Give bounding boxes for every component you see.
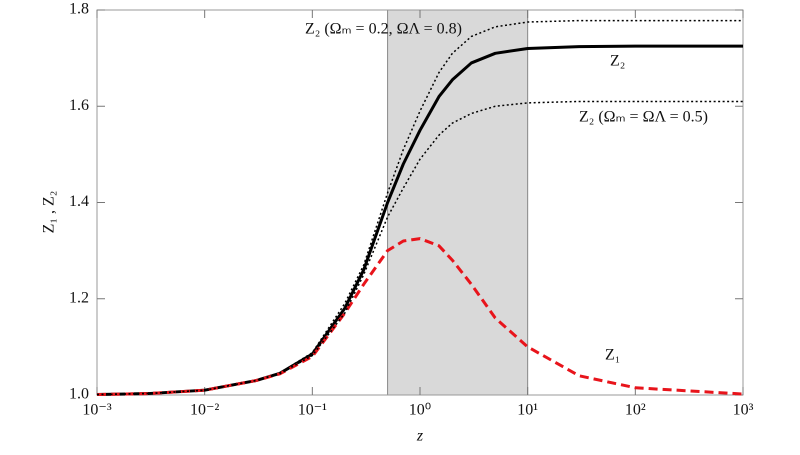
series-line (96, 19, 743, 396)
x-tick-label: 10⁻¹ (298, 402, 327, 419)
series-label: Z₁ (605, 347, 620, 364)
series-label: Z₂ (Ωₘ = 0.2, ΩΛ = 0.8) (305, 21, 462, 38)
x-tick-label: 10² (625, 402, 646, 419)
x-tick-label: 10¹ (517, 402, 538, 419)
y-tick-label: 1.2 (69, 289, 89, 306)
shaded-region (387, 9, 529, 396)
series-label: Z₂ (610, 53, 625, 70)
y-tick-label: 1.4 (69, 193, 89, 210)
y-tick-label: 1.0 (69, 386, 89, 403)
x-tick-label: 10⁻³ (82, 402, 111, 419)
x-tick-label: 10⁰ (409, 402, 431, 419)
x-tick-label: 10³ (733, 402, 754, 419)
y-tick-label: 1.8 (69, 1, 89, 18)
x-tick-label: 10⁻² (190, 402, 219, 419)
series-label: Z₂ (Ωₘ = ΩΛ = 0.5) (579, 109, 708, 126)
series-line (96, 237, 744, 397)
y-tick-label: 1.6 (69, 97, 89, 114)
y-axis-label: Z₁ , Z₂ (41, 191, 58, 234)
x-axis-label: z (416, 428, 424, 445)
